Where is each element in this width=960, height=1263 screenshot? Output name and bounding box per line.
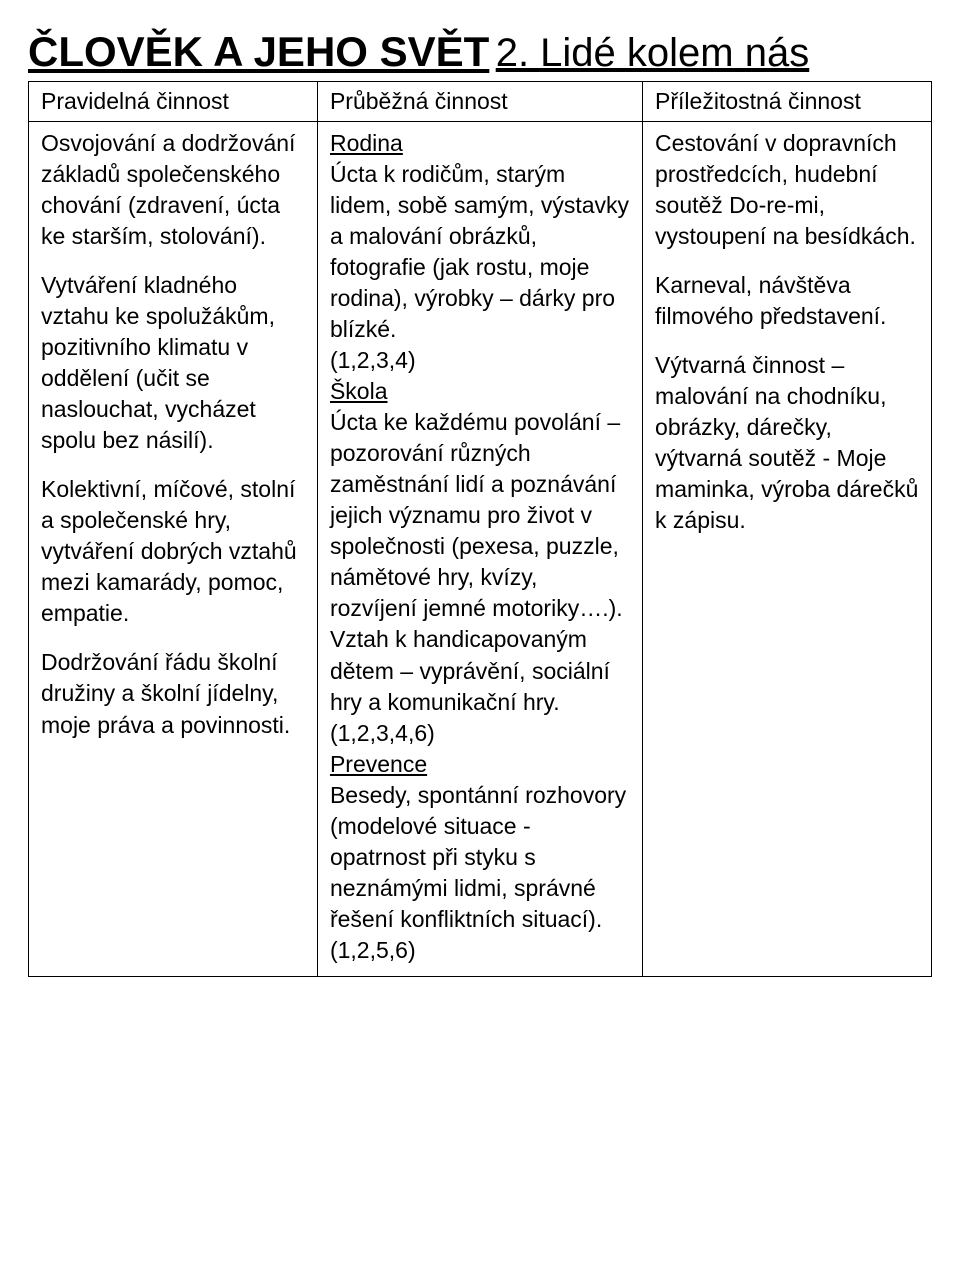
text: (1,2,5,6) (330, 937, 416, 963)
text: Besedy, spontánní rozhovory (modelové si… (330, 782, 626, 932)
para: Vytváření kladného vztahu ke spolužákům,… (41, 270, 305, 456)
para: Cestování v dopravních prostředcích, hud… (655, 128, 919, 252)
text: Vztah k handicapovaným dětem – vyprávění… (330, 626, 610, 714)
table-header-row: Pravidelná činnost Průběžná činnost Příl… (29, 81, 932, 121)
section-heading-rodina: Rodina (330, 130, 403, 156)
para: Osvojování a dodržování základů společen… (41, 128, 305, 252)
activity-table: Pravidelná činnost Průběžná činnost Příl… (28, 81, 932, 977)
page-subtitle: 2. Lidé kolem nás (496, 31, 810, 75)
section-heading-prevence: Prevence (330, 751, 427, 777)
text: (1,2,3,4,6) (330, 720, 435, 746)
text: Úcta ke každému povolání – pozorování rů… (330, 409, 623, 621)
para: Kolektivní, míčové, stolní a společenské… (41, 474, 305, 629)
para: Karneval, návštěva filmového představení… (655, 270, 919, 332)
para: Výtvarná činnost – malování na chodníku,… (655, 350, 919, 536)
cell-prubezna: Rodina Úcta k rodičům, starým lidem, sob… (317, 121, 642, 976)
cell-prilezitostna: Cestování v dopravních prostředcích, hud… (643, 121, 932, 976)
section-heading-skola: Škola (330, 378, 388, 404)
text: Úcta k rodičům, starým lidem, sobě samým… (330, 161, 629, 342)
para: Dodržování řádu školní družiny a školní … (41, 647, 305, 740)
table-body-row: Osvojování a dodržování základů společen… (29, 121, 932, 976)
header-col2: Průběžná činnost (317, 81, 642, 121)
header-col3: Příležitostná činnost (643, 81, 932, 121)
cell-pravidelna: Osvojování a dodržování základů společen… (29, 121, 318, 976)
page-title: ČLOVĚK A JEHO SVĚT (28, 28, 489, 75)
text: (1,2,3,4) (330, 347, 416, 373)
header-col1: Pravidelná činnost (29, 81, 318, 121)
